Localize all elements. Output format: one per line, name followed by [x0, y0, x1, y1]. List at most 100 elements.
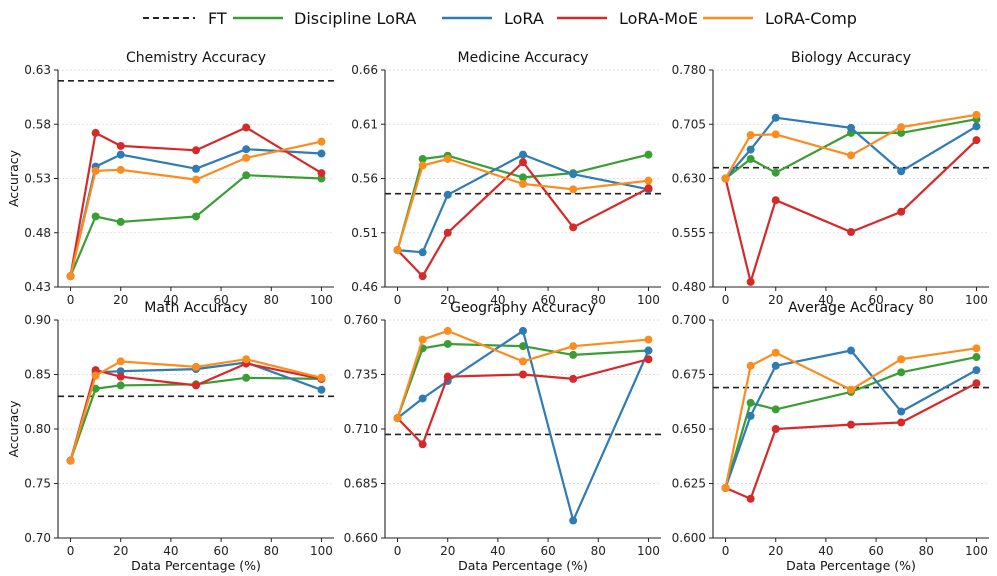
data-point-discipline	[972, 353, 981, 362]
x-tick-label: 0	[394, 293, 402, 307]
data-point-discipline	[746, 398, 755, 407]
data-point-comp	[116, 165, 125, 174]
legend-label-moe: LoRA-MoE	[619, 9, 698, 28]
data-point-lora	[771, 113, 780, 122]
panel-title: Math Accuracy	[144, 300, 247, 316]
data-point-comp	[721, 174, 730, 183]
series-line-discipline	[69, 174, 322, 277]
y-tick-label: 0.480	[672, 280, 706, 294]
series-line-discipline	[69, 376, 322, 461]
x-tick-label: 80	[264, 293, 279, 307]
y-tick-label: 0.90	[24, 313, 51, 327]
series-line-discipline	[724, 118, 977, 180]
y-tick-label: 0.43	[24, 280, 51, 294]
y-tick-label: 0.625	[672, 477, 706, 491]
y-tick-label: 0.48	[24, 226, 51, 240]
data-point-lora	[972, 122, 981, 131]
y-tick-label: 0.61	[351, 117, 378, 131]
series-line-discipline	[396, 342, 649, 419]
legend-item-comp: LoRA-Comp	[703, 9, 857, 28]
data-point-discipline	[192, 212, 200, 221]
panel-title: Medicine Accuracy	[458, 50, 589, 66]
data-point-comp	[721, 483, 730, 492]
data-point-discipline	[91, 384, 100, 393]
x-tick-label: 80	[591, 544, 606, 558]
panel-title: Biology Accuracy	[791, 50, 911, 66]
x-tick-label: 0	[722, 293, 730, 307]
data-point-comp	[393, 414, 402, 423]
series-line-lora	[724, 116, 978, 180]
series-line-comp	[69, 358, 322, 461]
series-line-moe	[396, 161, 650, 278]
data-point-comp	[192, 362, 200, 371]
y-tick-label: 0.710	[344, 422, 378, 436]
data-point-lora	[771, 361, 780, 370]
y-tick-label: 0.650	[672, 422, 706, 436]
x-tick-label: 60	[213, 293, 228, 307]
panel-title: Average Accuracy	[788, 300, 914, 316]
y-tick-label: 0.760	[344, 313, 378, 327]
data-point-moe	[897, 207, 906, 216]
data-point-moe	[116, 372, 125, 381]
series-line-moe	[396, 358, 649, 446]
data-point-lora	[116, 150, 125, 159]
y-tick-label: 0.705	[672, 117, 706, 131]
series-line-moe	[724, 139, 978, 283]
data-point-comp	[847, 151, 855, 160]
panel-math-accuracy: 0.70 0.75 0.80 0.85 0.90 0 20 40 60 80 100 Math Acc…	[6, 300, 334, 573]
data-point-lora	[519, 150, 527, 159]
x-tick-label: 100	[637, 293, 660, 307]
y-tick-label: 0.58	[24, 117, 51, 131]
data-point-lora	[317, 385, 326, 394]
x-tick-label: 0	[394, 544, 402, 558]
data-point-comp	[116, 357, 125, 366]
y-tick-label: 0.735	[344, 368, 378, 382]
panel-title: Geography Accuracy	[450, 300, 596, 316]
y-tick-label: 0.70	[24, 531, 51, 545]
data-point-lora	[746, 145, 755, 154]
x-tick-label: 100	[637, 544, 660, 558]
data-point-lora	[897, 167, 906, 176]
series-line-discipline	[724, 356, 977, 489]
data-point-comp	[242, 153, 251, 162]
series-line-comp	[69, 140, 322, 277]
data-point-moe	[746, 494, 755, 503]
data-point-lora	[418, 394, 427, 403]
data-point-lora	[644, 346, 653, 355]
data-point-comp	[771, 130, 780, 139]
series-line-moe	[69, 126, 323, 277]
series-line-moe	[69, 362, 322, 461]
x-tick-label: 20	[768, 293, 783, 307]
data-point-moe	[192, 381, 200, 390]
data-point-lora	[242, 145, 251, 154]
x-tick-label: 60	[540, 544, 555, 558]
panel-chemistry-accuracy: 0.43 0.48 0.53 0.58 0.63 0 20 40 60 80 100 Chemistr…	[6, 50, 334, 307]
y-axis-label: Accuracy	[6, 149, 21, 207]
data-point-lora	[569, 516, 578, 525]
x-tick-label: 80	[591, 293, 606, 307]
data-point-lora	[569, 170, 578, 179]
x-tick-label: 20	[440, 544, 455, 558]
data-point-comp	[519, 357, 527, 366]
data-point-moe	[746, 277, 755, 286]
data-point-lora	[519, 326, 527, 335]
y-tick-label: 0.600	[672, 531, 706, 545]
panel-biology-accuracy: 0.480 0.555 0.630 0.705 0.780 0 20 40 60 80 100 Bio…	[672, 50, 989, 307]
data-point-lora	[443, 190, 452, 199]
data-point-moe	[519, 158, 527, 167]
legend-label-comp: LoRA-Comp	[765, 9, 857, 28]
data-point-discipline	[519, 173, 527, 182]
data-point-moe	[569, 374, 578, 383]
data-point-comp	[746, 361, 755, 370]
x-tick-label: 80	[919, 293, 934, 307]
data-point-discipline	[644, 150, 653, 159]
series-line-comp	[396, 329, 649, 419]
data-point-moe	[644, 184, 653, 193]
y-tick-label: 0.700	[672, 313, 706, 327]
x-tick-label: 60	[868, 293, 883, 307]
data-point-comp	[897, 123, 906, 132]
y-tick-label: 0.675	[672, 368, 706, 382]
legend-item-FT: FT	[143, 9, 227, 28]
x-tick-label: 100	[310, 544, 333, 558]
